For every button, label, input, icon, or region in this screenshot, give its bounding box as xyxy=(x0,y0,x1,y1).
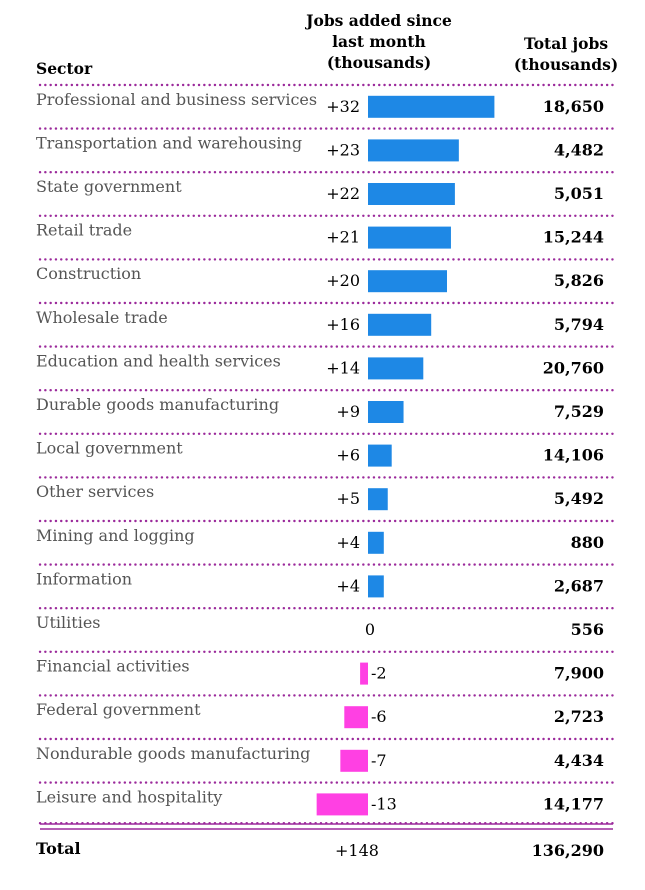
sector-label: Federal government xyxy=(36,700,201,719)
sector-label: Mining and logging xyxy=(36,526,195,545)
summary-total: 136,290 xyxy=(532,841,604,860)
total-value: 20,760 xyxy=(543,358,604,377)
change-header-line-1: Jobs added since xyxy=(304,11,452,30)
change-bar xyxy=(368,226,451,249)
sector-label: Local government xyxy=(36,439,183,458)
change-label: 0 xyxy=(365,620,375,639)
sector-label: Professional and business services xyxy=(36,90,317,109)
sector-label: State government xyxy=(36,177,182,196)
change-bar xyxy=(344,706,368,729)
sector-label: Nondurable goods manufacturing xyxy=(36,744,310,763)
change-bar xyxy=(316,793,368,816)
total-value: 14,106 xyxy=(543,446,604,465)
change-bar xyxy=(368,488,388,511)
change-label: -7 xyxy=(371,751,387,770)
change-bar xyxy=(368,95,495,118)
change-label: +16 xyxy=(326,315,360,334)
total-value: 5,051 xyxy=(554,184,604,203)
change-bar xyxy=(368,183,455,205)
change-bar xyxy=(368,531,384,554)
change-bar xyxy=(368,139,459,162)
change-label: +14 xyxy=(326,358,360,377)
total-value: 4,434 xyxy=(554,751,604,770)
total-header-line-1: Total jobs xyxy=(524,34,608,53)
sector-label: Other services xyxy=(36,482,154,501)
total-value: 5,492 xyxy=(554,489,604,508)
total-value: 18,650 xyxy=(543,97,604,116)
change-bar xyxy=(368,357,424,380)
sector-header: Sector xyxy=(36,59,93,78)
total-value: 7,529 xyxy=(554,402,604,421)
summary-label: Total xyxy=(36,839,81,858)
total-value: 4,482 xyxy=(554,140,604,159)
total-value: 15,244 xyxy=(543,228,604,247)
summary-row: Total +148 136,290 xyxy=(36,823,613,860)
change-label: +5 xyxy=(336,489,360,508)
total-value: 7,900 xyxy=(554,664,604,683)
change-label: +6 xyxy=(336,446,360,465)
sector-label: Utilities xyxy=(36,613,101,632)
change-label: -13 xyxy=(371,794,397,813)
sector-label: Leisure and hospitality xyxy=(36,787,222,806)
header: Sector Jobs added since last month (thou… xyxy=(36,11,618,78)
total-value: 2,723 xyxy=(554,707,604,726)
total-value: 5,826 xyxy=(554,271,604,290)
change-bar xyxy=(368,575,384,598)
change-bar xyxy=(368,313,432,336)
change-label: -2 xyxy=(371,664,387,683)
sector-label: Wholesale trade xyxy=(36,308,168,327)
sector-label: Construction xyxy=(36,264,141,283)
sector-rows: Professional and business services +32 18,… xyxy=(36,83,615,825)
change-label: +4 xyxy=(336,576,360,595)
change-label: +23 xyxy=(326,140,360,159)
change-label: +21 xyxy=(326,228,360,247)
sector-label: Durable goods manufacturing xyxy=(36,395,279,414)
sector-label: Transportation and warehousing xyxy=(36,133,302,152)
sector-label: Retail trade xyxy=(36,221,132,240)
change-label: +20 xyxy=(326,271,360,290)
sector-label: Information xyxy=(36,569,132,588)
change-label: +32 xyxy=(326,97,360,116)
total-value: 2,687 xyxy=(554,576,604,595)
change-header-line-3: (thousands) xyxy=(327,53,431,72)
change-label: +9 xyxy=(336,402,360,421)
summary-change: +148 xyxy=(335,841,379,860)
total-value: 880 xyxy=(571,533,604,552)
change-bar xyxy=(340,749,368,772)
sector-label: Financial activities xyxy=(36,657,190,676)
total-value: 556 xyxy=(571,620,604,639)
change-bar xyxy=(368,401,404,423)
sector-label: Education and health services xyxy=(36,351,281,370)
total-header-line-2: (thousands) xyxy=(514,55,618,74)
change-label: +22 xyxy=(326,184,360,203)
total-value: 14,177 xyxy=(543,794,604,813)
change-label: -6 xyxy=(371,707,387,726)
change-bar xyxy=(368,270,447,293)
total-value: 5,794 xyxy=(554,315,604,334)
change-bar xyxy=(368,444,392,467)
change-bar xyxy=(360,662,368,685)
change-header-line-2: last month xyxy=(332,32,426,51)
change-label: +4 xyxy=(336,533,360,552)
